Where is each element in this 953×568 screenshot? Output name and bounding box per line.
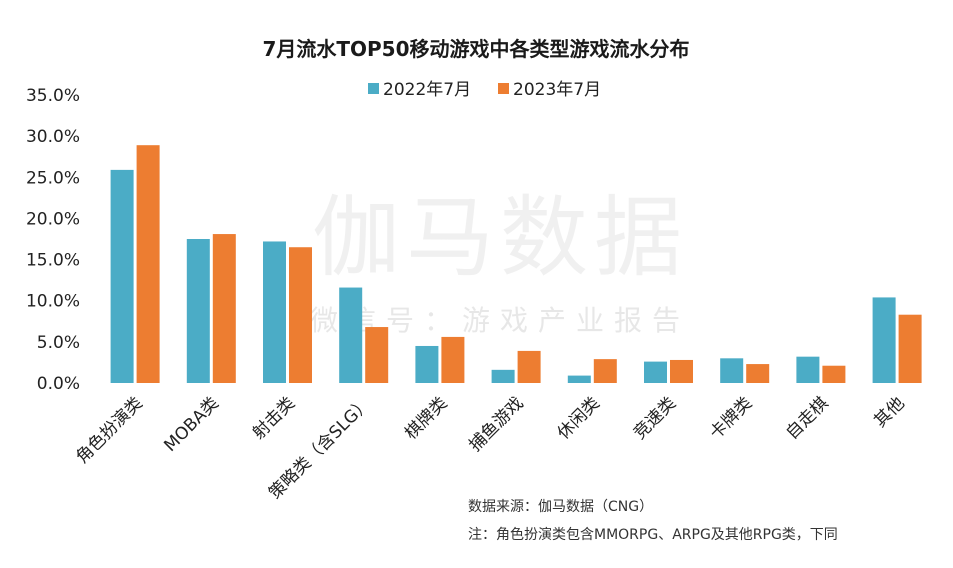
bar-series2: [898, 314, 922, 383]
bar-series2: [670, 359, 693, 383]
x-tick-label: 竞速类: [630, 393, 680, 443]
legend-label: 2023年7月: [513, 80, 601, 100]
bar-series2: [289, 247, 312, 383]
x-tick-label: 射击类: [249, 393, 299, 443]
bar-series2: [365, 327, 389, 383]
source-note: 数据来源：伽马数据（CNG）: [468, 499, 654, 515]
bar-series1: [186, 239, 210, 383]
footnote: 注：角色扮演类包含MMORPG、ARPG及其他RPG类，下同: [468, 527, 838, 543]
bar-series2: [593, 359, 617, 383]
legend: 2022年7月 2023年7月: [368, 80, 601, 100]
bars: [110, 145, 922, 383]
bar-series1: [491, 369, 515, 383]
x-tick-label: 自走棋: [782, 393, 832, 443]
x-tick-label: 捕鱼游戏: [465, 393, 527, 455]
y-tick-label: 25.0%: [26, 168, 80, 188]
x-tick-label: 角色扮演类: [72, 393, 146, 467]
bar-series1: [720, 358, 744, 383]
bar-series1: [796, 356, 820, 383]
bar-series2: [822, 365, 846, 383]
bar-series2: [136, 145, 160, 383]
x-tick-label: MOBA类: [160, 393, 222, 455]
bar-series2: [517, 350, 541, 383]
x-tick-label: 休闲类: [554, 393, 604, 443]
bar-series1: [339, 287, 363, 383]
x-tick-label: 棋牌类: [401, 393, 451, 443]
bar-series1: [872, 297, 896, 383]
y-tick-label: 0.0%: [37, 374, 80, 394]
y-tick-label: 5.0%: [37, 333, 80, 353]
y-tick-label: 10.0%: [26, 292, 80, 312]
bar-series1: [263, 241, 286, 383]
bar-series2: [441, 336, 465, 383]
x-tick-label: 卡牌类: [706, 393, 756, 443]
legend-swatch: [498, 83, 509, 94]
bar-series2: [212, 234, 236, 383]
bar-series1: [110, 169, 134, 383]
bar-series1: [644, 361, 667, 383]
y-tick-label: 15.0%: [26, 251, 80, 271]
bar-series1: [415, 345, 439, 383]
watermark-main: 伽马数据: [312, 186, 688, 289]
x-tick-label: 其他: [870, 393, 908, 431]
bar-series1: [567, 375, 591, 383]
legend-label: 2022年7月: [383, 80, 471, 100]
y-tick-label: 35.0%: [26, 86, 80, 106]
bar-series2: [746, 364, 770, 383]
y-tick-label: 20.0%: [26, 209, 80, 229]
chart-title: 7月流水TOP50移动游戏中各类型游戏流水分布: [262, 37, 689, 61]
y-axis: 0.0% 5.0% 10.0% 15.0% 20.0% 25.0% 30.0% 35.0%: [26, 86, 80, 394]
y-tick-label: 30.0%: [26, 127, 80, 147]
legend-swatch: [368, 83, 379, 94]
